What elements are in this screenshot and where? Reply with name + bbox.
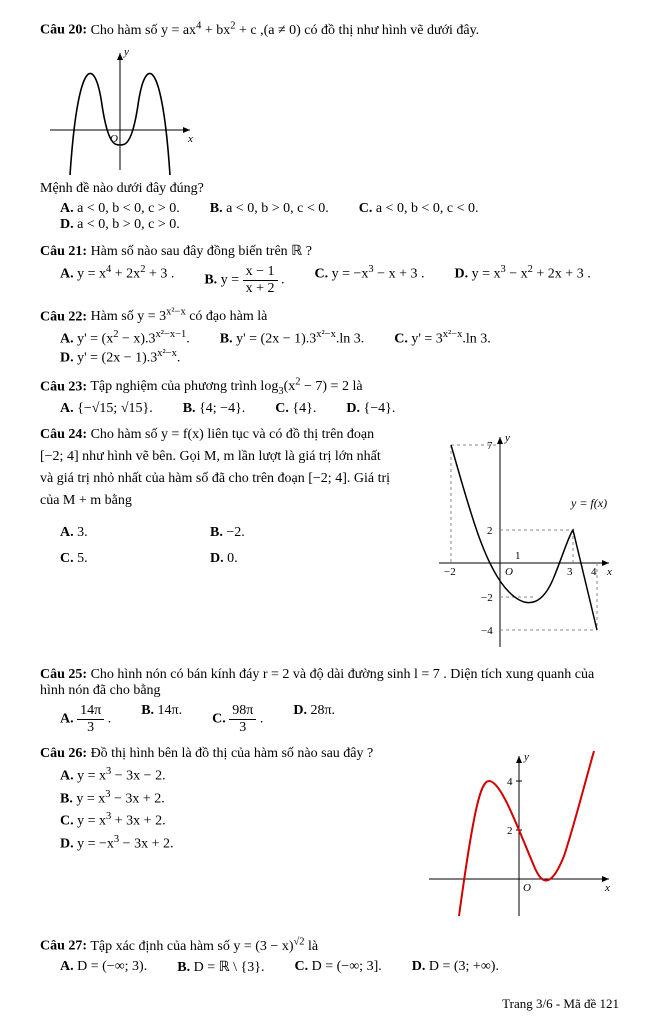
q27-label: Câu 27:	[40, 939, 87, 954]
q25-opt-c: C. 98π3 .	[212, 703, 263, 736]
svg-text:2: 2	[487, 525, 493, 537]
q25-text: Cho hình nón có bán kính đáy r = 2 và độ…	[40, 667, 594, 698]
q24-options-2: C. 5. D. 0.	[60, 551, 409, 567]
q24-text3: và giá trị nhỏ nhất của hàm số đã cho tr…	[40, 471, 409, 487]
svg-text:x: x	[606, 566, 612, 578]
q22-opt-d: D. y' = (2x − 1).3x²−x.	[60, 348, 180, 367]
q20-figure: y x O	[40, 45, 619, 175]
svg-text:O: O	[523, 882, 531, 894]
q24-opt-d: D. 0.	[210, 551, 330, 567]
q21-text: Hàm số nào sau đây đồng biến trên ℝ ?	[91, 244, 312, 259]
svg-text:1: 1	[515, 550, 521, 562]
svg-text:−2: −2	[444, 566, 456, 578]
q26-text: Đồ thị hình bên là đồ thị của hàm số nào…	[91, 746, 374, 761]
q24-text1: Cho hàm số y = f(x) liên tục và có đồ th…	[91, 427, 375, 442]
q27-text: Tập xác định của hàm số y = (3 − x)√2 là	[90, 939, 318, 954]
q24-label: Câu 24:	[40, 427, 87, 442]
q24-figure: x y O 1 −2 3 4 7 2 −2 −4 y = f(x)	[429, 427, 619, 657]
q21-opt-d: D. y = x3 − x2 + 2x + 3 .	[454, 264, 590, 297]
question-20: Câu 20: Cho hàm số y = ax4 + bx2 + c ,(a…	[40, 20, 619, 233]
svg-text:2: 2	[507, 825, 513, 837]
q24-text4: của M + m bằng	[40, 493, 409, 509]
question-26: Câu 26: Đồ thị hình bên là đồ thị của hà…	[40, 746, 619, 926]
q24-opt-a: A. 3.	[60, 525, 180, 541]
q20-opt-d: D. a < 0, b > 0, c > 0.	[60, 217, 180, 233]
q24-text2: [−2; 4] như hình vẽ bên. Gọi M, m lần lư…	[40, 449, 409, 465]
q25-opt-d: D. 28π.	[293, 703, 335, 736]
q25-options: A. 14π3 . B. 14π. C. 98π3 . D. 28π.	[60, 703, 619, 736]
q20-options: A. a < 0, b < 0, c > 0. B. a < 0, b > 0,…	[60, 201, 619, 233]
q27-opt-c: C. D = (−∞; 3].	[295, 959, 382, 976]
q25-opt-b: B. 14π.	[141, 703, 182, 736]
svg-text:O: O	[505, 566, 513, 578]
q23-options: A. {−√15; √15}. B. {4; −4}. C. {4}. D. {…	[60, 401, 619, 417]
svg-text:x: x	[187, 133, 193, 145]
q21-opt-c: C. y = −x3 − x + 3 .	[315, 264, 425, 297]
svg-text:y: y	[523, 751, 529, 763]
q23-opt-d: D. {−4}.	[346, 401, 395, 417]
q26-opt-c: C. y = x3 + 3x + 2.	[60, 811, 399, 830]
svg-text:y = f(x): y = f(x)	[570, 496, 607, 510]
question-23: Câu 23: Tập nghiệm của phương trình log3…	[40, 377, 619, 417]
q24-options: A. 3. B. −2.	[60, 525, 409, 541]
question-27: Câu 27: Tập xác định của hàm số y = (3 −…	[40, 936, 619, 976]
q26-opt-a: A. y = x3 − 3x − 2.	[60, 766, 399, 785]
q23-opt-c: C. {4}.	[275, 401, 316, 417]
svg-text:−4: −4	[481, 625, 493, 637]
q26-options: A. y = x3 − 3x − 2. B. y = x3 − 3x + 2. …	[60, 766, 399, 853]
question-21: Câu 21: Hàm số nào sau đây đồng biến trê…	[40, 243, 619, 297]
q20-text: Cho hàm số y = ax4 + bx2 + c ,(a ≠ 0) có…	[91, 23, 480, 38]
page-footer: Trang 3/6 - Mã đề 121	[40, 996, 619, 1012]
q22-opt-c: C. y' = 3x²−x.ln 3.	[394, 329, 491, 348]
q21-opt-b: B. y = x − 1x + 2 .	[204, 264, 284, 297]
svg-text:4: 4	[591, 566, 597, 578]
q27-opt-b: B. D = ℝ \ {3}.	[177, 959, 264, 976]
q23-opt-b: B. {4; −4}.	[183, 401, 246, 417]
question-25: Câu 25: Cho hình nón có bán kính đáy r =…	[40, 667, 619, 736]
q23-opt-a: A. {−√15; √15}.	[60, 401, 153, 417]
q21-opt-a: A. y = x4 + 2x2 + 3 .	[60, 264, 174, 297]
svg-text:3: 3	[567, 566, 573, 578]
question-24: Câu 24: Cho hàm số y = f(x) liên tục và …	[40, 427, 619, 657]
q24-opt-b: B. −2.	[210, 525, 330, 541]
q22-text: Hàm số y = 3x²−x có đạo hàm là	[91, 309, 268, 324]
q26-label: Câu 26:	[40, 746, 87, 761]
svg-text:7: 7	[487, 440, 493, 452]
q22-options: A. y' = (x2 − x).3x²−x−1. B. y' = (2x − …	[60, 329, 619, 366]
q25-label: Câu 25:	[40, 667, 87, 682]
q26-figure: x y O 2 4	[419, 746, 619, 926]
svg-text:x: x	[604, 882, 610, 894]
q26-opt-d: D. y = −x3 − 3x + 2.	[60, 834, 399, 853]
q22-opt-b: B. y' = (2x − 1).3x²−x.ln 3.	[220, 329, 364, 348]
q27-options: A. D = (−∞; 3). B. D = ℝ \ {3}. C. D = (…	[60, 959, 619, 976]
q20-opt-c: C. a < 0, b < 0, c < 0.	[359, 201, 479, 217]
q25-opt-a: A. 14π3 .	[60, 703, 111, 736]
svg-text:y: y	[504, 432, 510, 444]
svg-text:4: 4	[507, 776, 513, 788]
q22-label: Câu 22:	[40, 309, 87, 324]
q24-opt-c: C. 5.	[60, 551, 180, 567]
q27-opt-a: A. D = (−∞; 3).	[60, 959, 147, 976]
question-22: Câu 22: Hàm số y = 3x²−x có đạo hàm là A…	[40, 307, 619, 367]
q20-prompt: Mệnh đề nào dưới đây đúng?	[40, 181, 619, 197]
q26-opt-b: B. y = x3 − 3x + 2.	[60, 789, 399, 808]
q20-opt-b: B. a < 0, b > 0, c < 0.	[210, 201, 329, 217]
q22-opt-a: A. y' = (x2 − x).3x²−x−1.	[60, 329, 190, 348]
q27-opt-d: D. D = (3; +∞).	[412, 959, 499, 976]
svg-text:−2: −2	[481, 592, 493, 604]
q23-label: Câu 23:	[40, 379, 87, 394]
q20-opt-a: A. a < 0, b < 0, c > 0.	[60, 201, 180, 217]
q23-text: Tập nghiệm của phương trình log3(x2 − 7)…	[90, 379, 362, 394]
svg-text:y: y	[123, 46, 129, 58]
q20-label: Câu 20:	[40, 23, 87, 38]
q21-label: Câu 21:	[40, 244, 87, 259]
q21-options: A. y = x4 + 2x2 + 3 . B. y = x − 1x + 2 …	[60, 264, 619, 297]
